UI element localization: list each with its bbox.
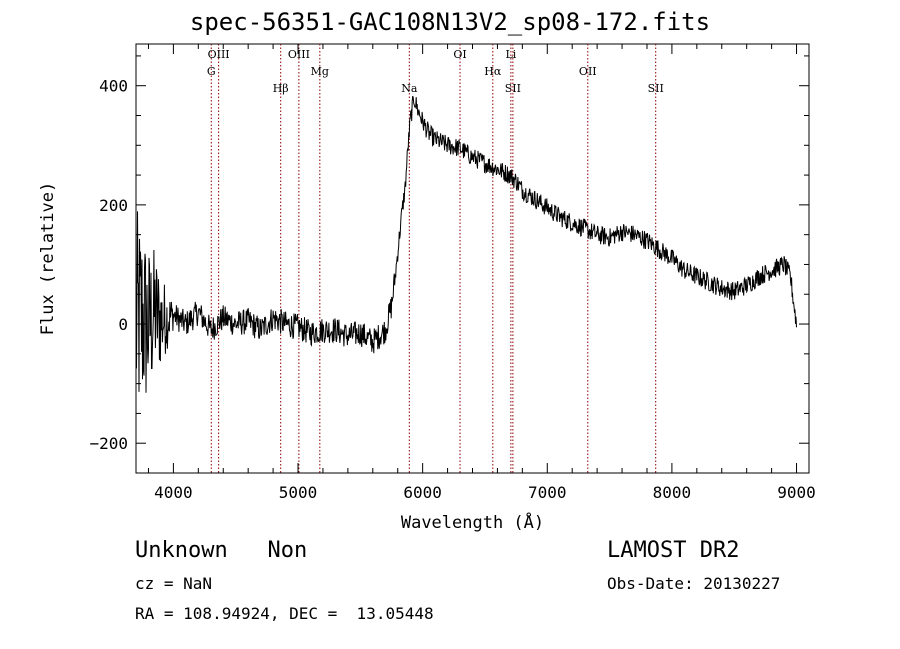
spectral-line-label: Hβ <box>273 82 289 95</box>
spectral-line-label: OI <box>453 48 466 61</box>
y-tick-label: −200 <box>89 434 128 453</box>
spectral-line-label: Hα <box>484 65 502 78</box>
spectrum-line <box>135 95 797 393</box>
spectral-line-label: SII <box>505 82 521 95</box>
plot-frame <box>135 43 810 474</box>
redshift-text: cz = NaN <box>135 574 213 593</box>
chart-title: spec-56351-GAC108N13V2_sp08-172.fits <box>189 8 711 36</box>
spectral-line-label: OIII <box>208 48 230 61</box>
y-tick-label: 0 <box>118 315 128 334</box>
coordinates-text: RA = 108.94924, DEC = 13.05448 <box>135 604 434 623</box>
spectral-line-label: Li <box>505 48 516 61</box>
x-tick-label: 7000 <box>528 483 567 502</box>
x-tick-label: 6000 <box>403 483 442 502</box>
y-axis-label: Flux (relative) <box>38 182 58 336</box>
spectral-line-label: G <box>207 65 216 78</box>
spectral-line-label: OIII <box>288 48 310 61</box>
spectral-line-label: OII <box>579 65 597 78</box>
spectral-line-label: Na <box>401 82 418 95</box>
y-tick-label: 400 <box>99 77 128 96</box>
x-tick-label: 5000 <box>279 483 318 502</box>
obs-date-text: Obs-Date: 20130227 <box>607 574 781 593</box>
classification-text: Unknown Non <box>135 538 308 563</box>
x-axis-label: Wavelength (Å) <box>401 511 544 533</box>
spectral-line-label: SII <box>648 82 664 95</box>
y-tick-label: 200 <box>99 196 128 215</box>
x-tick-label: 8000 <box>653 483 692 502</box>
x-tick-label: 9000 <box>777 483 816 502</box>
survey-text: LAMOST DR2 <box>607 538 740 563</box>
x-tick-label: 4000 <box>154 483 193 502</box>
spectral-line-label: Mg <box>311 65 329 78</box>
